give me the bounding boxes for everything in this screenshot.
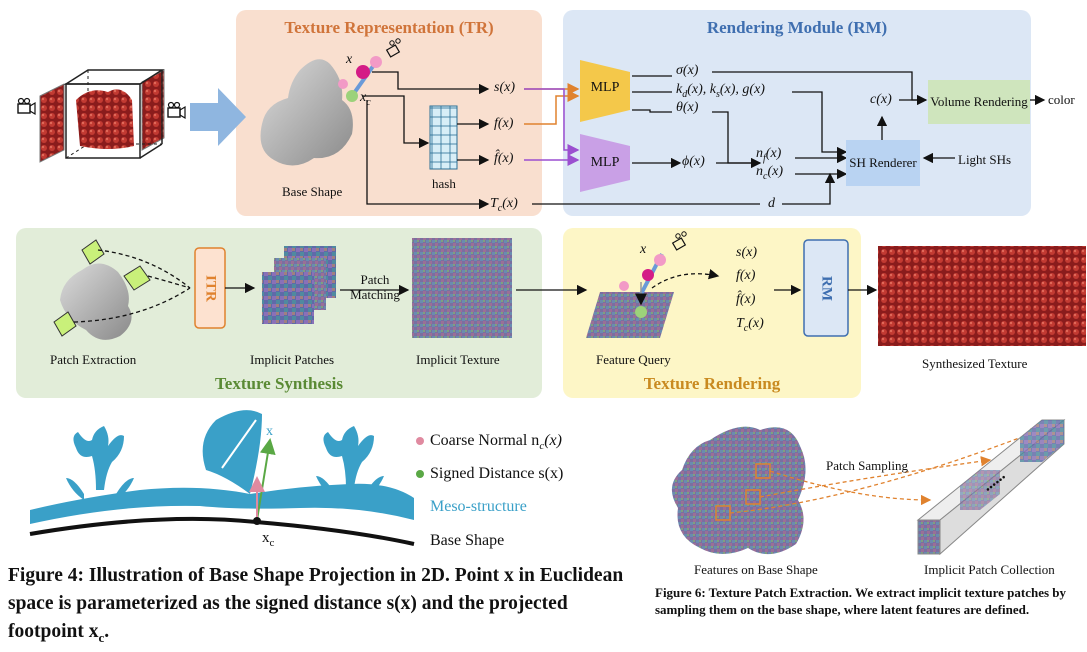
patch-collection — [916, 418, 1066, 556]
base-shape-blob — [260, 59, 353, 166]
synthesis-base-shape — [60, 263, 132, 340]
camera-icon-tr — [385, 38, 401, 58]
implicit-patch — [262, 272, 314, 324]
feature-query-label: Feature Query — [596, 352, 671, 367]
light-shs-label: Light SHs — [958, 152, 1012, 167]
volume-rendering-box — [928, 80, 1030, 124]
feature-plane — [586, 292, 674, 338]
mlp-yellow-label: MLP — [590, 80, 620, 95]
volume-rendering-label: Volume Rendering — [930, 94, 1028, 109]
x-label: x — [346, 52, 353, 67]
mlp-purple-label: MLP — [590, 155, 620, 170]
rm-box — [803, 239, 849, 337]
features-on-base-shape-label: Features on Base Shape — [694, 562, 818, 577]
sh-renderer-box — [846, 140, 920, 186]
xc-label: xc — [360, 90, 371, 108]
big-blue-arrow — [190, 88, 246, 146]
fig4-xc-label: xc — [262, 530, 275, 549]
fhat-signal: f̂(x) — [494, 151, 514, 166]
synthesis-title: Texture Synthesis — [215, 374, 343, 393]
f-signal: f(x) — [494, 116, 514, 131]
implicit-texture-label: Implicit Texture — [416, 352, 500, 367]
mlp-yellow — [580, 60, 630, 122]
base-shape-curve — [29, 516, 415, 546]
camera-icon-render — [671, 231, 687, 251]
camera-icon-left — [17, 97, 36, 116]
mlp-purple — [580, 134, 630, 192]
legend-coarse-normal: Coarse Normal nc(x) — [430, 432, 562, 453]
patch-extraction-label: Patch Extraction — [50, 352, 137, 367]
tc-signal: Tc(x) — [490, 196, 518, 214]
phi-label: ϕ(x) — [682, 154, 705, 169]
legend-base-shape: Base Shape — [430, 532, 505, 549]
implicit-patches-label: Implicit Patches — [250, 352, 335, 367]
rm-title: Rendering Module (RM) — [706, 18, 888, 37]
legend-meso-structure: Meso-structure — [430, 498, 527, 515]
rm-label: RM — [818, 275, 835, 301]
render-f-label: f(x) — [736, 268, 756, 283]
color-label: color — [1048, 92, 1075, 107]
synthesized-texture-label: Synthesized Texture — [922, 356, 1028, 371]
s-signal: s(x) — [494, 80, 515, 95]
xc-point — [346, 90, 358, 102]
x-point — [356, 65, 370, 79]
captured-texture-cube — [39, 69, 165, 163]
fig4-x-label: x — [266, 424, 273, 439]
kd-ks-g-label: kd(x), ks(x), g(x) — [676, 82, 765, 100]
nc-label: nc(x) — [756, 164, 783, 182]
render-x-label: x — [640, 242, 647, 257]
features-base-shape — [671, 426, 806, 555]
render-fhat-label: f̂(x) — [736, 292, 756, 307]
hash-label: hash — [432, 176, 456, 191]
base-shape-label: Base Shape — [282, 184, 343, 199]
implicit-texture — [412, 238, 512, 338]
implicit-patch-collection-label: Implicit Patch Collection — [924, 562, 1055, 577]
d-label: d — [768, 196, 775, 211]
nf-label: nf(x) — [756, 146, 782, 164]
synthesized-texture-image — [878, 246, 1086, 346]
cx-label: c(x) — [870, 92, 892, 107]
legend-signed-distance: Signed Distance s(x) — [430, 465, 564, 482]
sh-renderer-label: SH Renderer — [849, 155, 917, 170]
rendering-title: Texture Rendering — [643, 374, 781, 393]
render-s-label: s(x) — [736, 245, 757, 260]
theta-label: θ(x) — [676, 100, 699, 115]
figure-6-caption: Figure 6: Texture Patch Extraction. We e… — [655, 585, 1066, 617]
figure-4-caption: Figure 4: Illustration of Base Shape Pro… — [8, 565, 624, 645]
tr-title: Texture Representation (TR) — [284, 18, 494, 37]
itr-label: ITR — [202, 274, 219, 302]
patch-sampling-label: Patch Sampling — [826, 458, 908, 473]
hash-grid — [429, 105, 458, 170]
render-tc-label: Tc(x) — [736, 316, 764, 334]
meso-structure-illustration — [30, 410, 414, 524]
camera-icon-right — [167, 101, 186, 120]
patch-matching-label: Patch Matching — [350, 272, 400, 302]
sigma-label: σ(x) — [676, 63, 699, 78]
